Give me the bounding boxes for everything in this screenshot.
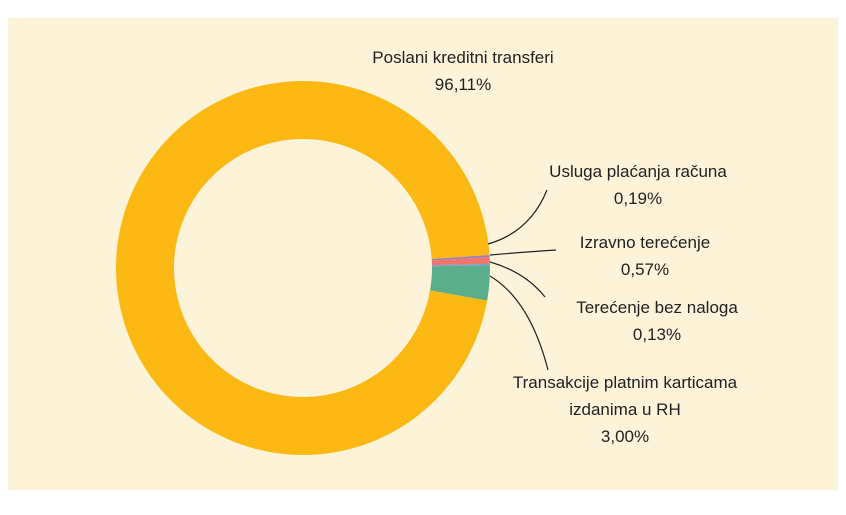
- slice-value: 0,19%: [613, 189, 663, 208]
- slice-label: Transakcije platnim karticama izdanima u…: [505, 369, 745, 450]
- leader-line: [489, 275, 549, 371]
- slice-label: Usluga plaćanja računa 0,19%: [549, 158, 727, 212]
- slice-label: Poslani kreditni transferi 96,11%: [372, 44, 553, 98]
- leader-line: [489, 249, 557, 256]
- donut-slice: [431, 254, 490, 261]
- donut-slice: [116, 80, 490, 455]
- leader-line: [489, 261, 546, 298]
- slice-label: Terećenje bez naloga 0,13%: [576, 294, 738, 348]
- donut-slice: [431, 257, 490, 266]
- slice-name: Terećenje bez naloga: [576, 298, 738, 317]
- slice-name: Transakcije platnim karticama izdanima u…: [512, 373, 738, 419]
- donut-slice: [431, 263, 490, 267]
- slice-name: Poslani kreditni transferi: [372, 48, 554, 67]
- slice-name: Izravno terećenje: [579, 233, 711, 252]
- slice-value: 0,13%: [632, 325, 682, 344]
- donut-slice: [430, 265, 491, 301]
- leader-line: [487, 189, 548, 245]
- slice-name: Usluga plaćanja računa: [549, 162, 727, 181]
- slice-value: 96,11%: [434, 75, 492, 94]
- slice-label: Izravno terećenje 0,57%: [580, 229, 710, 283]
- slice-value: 3,00%: [600, 427, 650, 446]
- slice-value: 0,57%: [620, 260, 670, 279]
